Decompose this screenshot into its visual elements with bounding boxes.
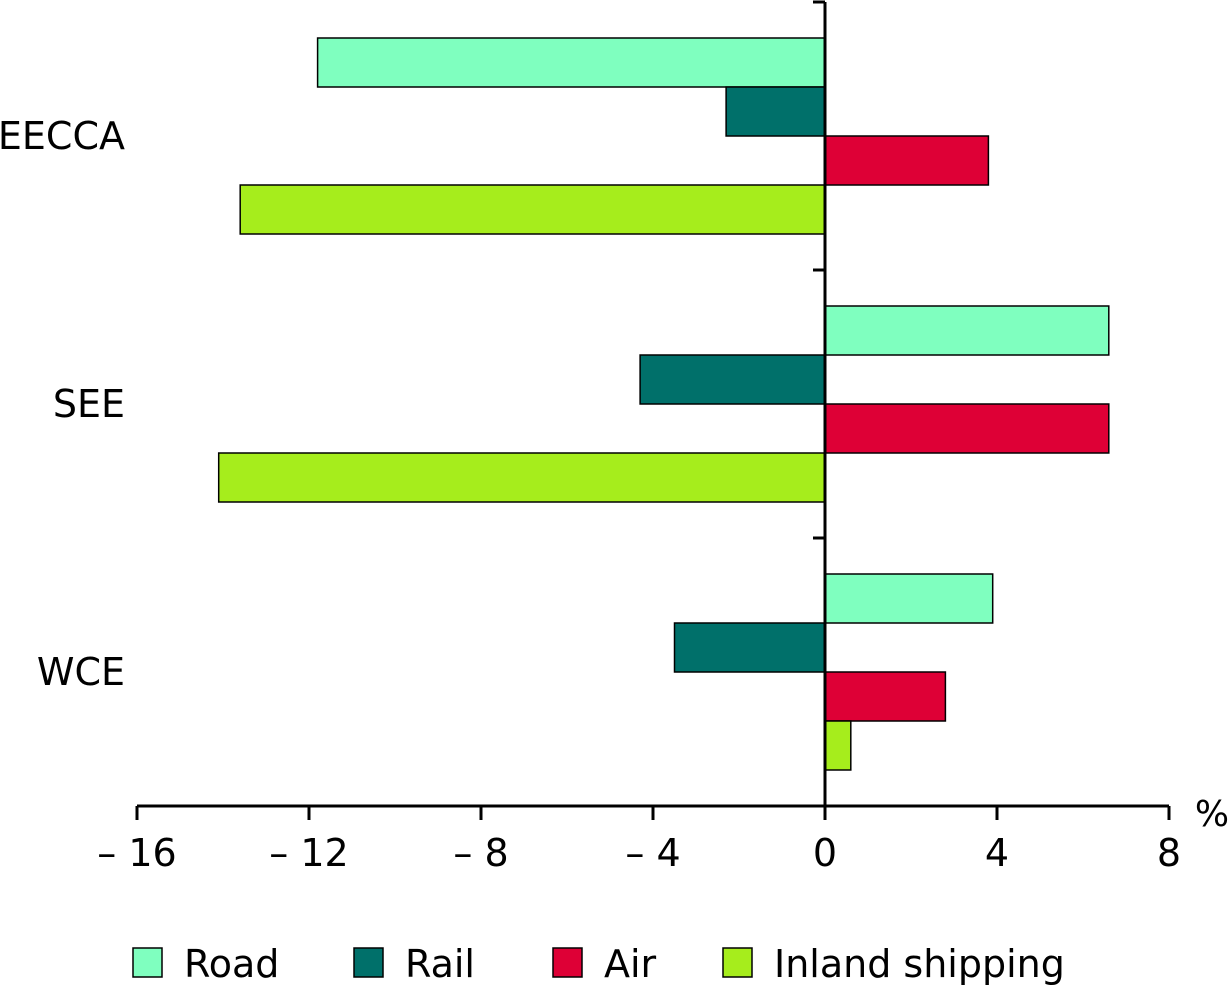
category-label-eecca: EECCA	[0, 114, 125, 158]
legend-swatch-air	[552, 947, 583, 978]
x-tick-label: – 8	[453, 831, 508, 875]
legend-swatch-inland-shipping	[722, 947, 753, 978]
bar-see-rail	[639, 354, 826, 405]
bar-wce-road	[824, 573, 994, 624]
bar-see-air	[824, 403, 1110, 454]
legend-label-rail: Rail	[405, 942, 475, 986]
bar-see-inland-shipping	[217, 452, 826, 503]
bar-wce-air	[824, 671, 947, 722]
x-tick-label: – 16	[97, 831, 176, 875]
bar-eecca-inland-shipping	[239, 184, 826, 235]
x-tick-label: 0	[813, 831, 837, 875]
bar-wce-rail	[673, 622, 826, 673]
x-tick-label: 4	[985, 831, 1009, 875]
bar-eecca-air	[824, 135, 990, 186]
legend-label-inland-shipping: Inland shipping	[774, 942, 1065, 986]
category-label-see: SEE	[53, 382, 125, 426]
bar-eecca-road	[316, 37, 826, 88]
legend-swatch-road	[132, 947, 163, 978]
legend-label-road: Road	[184, 942, 279, 986]
bars-layer	[217, 37, 1110, 771]
category-label-wce: WCE	[37, 650, 125, 694]
bar-see-road	[824, 305, 1110, 356]
bar-wce-inland-shipping	[824, 720, 852, 771]
ticks-layer: – 16 – 12 – 8 – 4 0 4 8	[97, 0, 1181, 875]
category-labels: EECCA SEE WCE	[0, 114, 125, 694]
x-tick-label: – 4	[625, 831, 680, 875]
legend: Road Rail Air Inland shipping	[132, 942, 1065, 986]
legend-swatch-rail	[353, 947, 384, 978]
bar-eecca-rail	[725, 86, 826, 137]
x-tick-label: – 12	[269, 831, 348, 875]
x-unit-label: %	[1195, 794, 1229, 835]
x-tick-label: 8	[1157, 831, 1181, 875]
legend-label-air: Air	[604, 942, 657, 986]
